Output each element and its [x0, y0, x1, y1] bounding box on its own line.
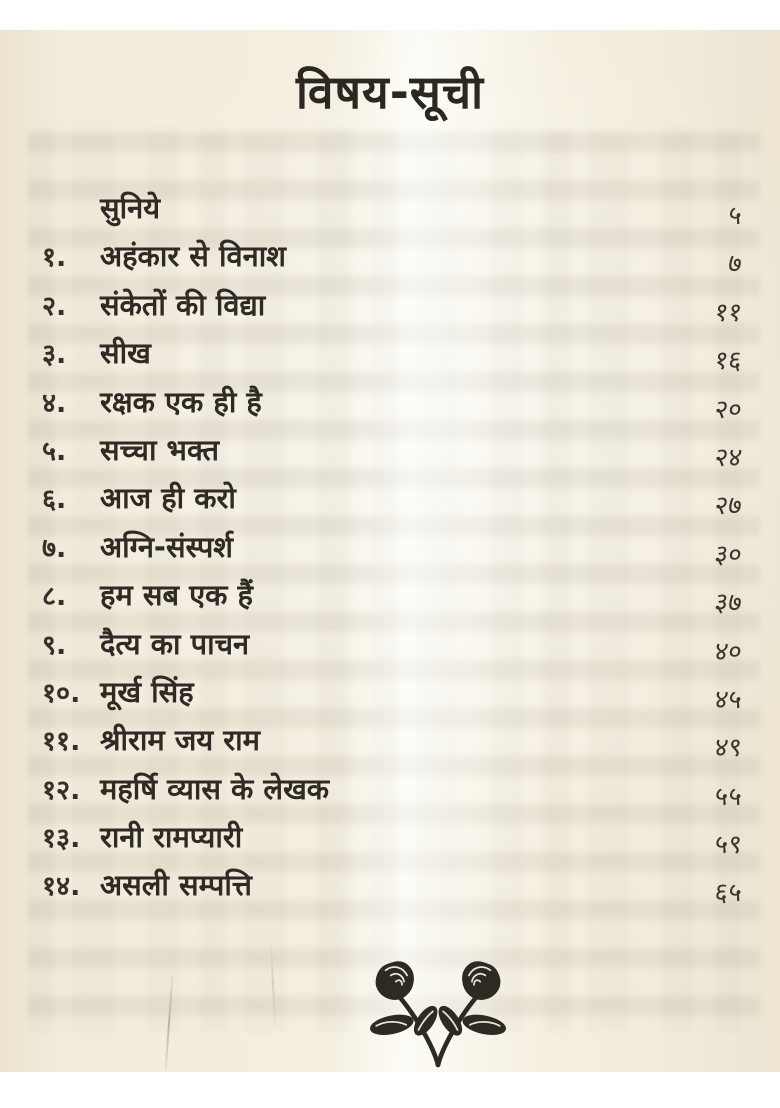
- toc-entry-page: २७: [712, 491, 744, 522]
- toc-entry-number: ४.: [42, 387, 67, 419]
- toc-entry: १. अहंकार से विनाश ७: [42, 236, 744, 284]
- toc-entry-number: ११.: [42, 726, 81, 758]
- toc-entry-title: रानी रामप्यारी: [100, 820, 243, 855]
- page-title: विषय-सूची: [295, 65, 485, 119]
- toc-entry-page: ५९: [712, 830, 744, 861]
- toc-entry: ५. सच्चा भक्त २४: [42, 430, 744, 478]
- twin-roses-ornament: [369, 961, 507, 1068]
- toc-entry-page: ३७: [712, 588, 744, 619]
- toc-entry-page: ४०: [712, 636, 744, 667]
- toc-entry-page: १६: [712, 346, 744, 377]
- toc-entry-number: ९.: [42, 629, 67, 661]
- toc-entry-title: मूर्ख सिंह: [100, 674, 194, 709]
- toc-entry-title: श्रीराम जय राम: [100, 723, 261, 758]
- toc-entry-number: २.: [42, 290, 67, 322]
- book-page: विषय-सूची सुनिये ५ १. अहंकार से विनाश ७ …: [0, 30, 780, 1072]
- toc-entry: १३. रानी रामप्यारी ५९: [42, 817, 744, 865]
- toc-entry: २. संकेतों की विद्या ११: [42, 285, 744, 333]
- toc-entry-page: ४५: [712, 684, 744, 715]
- toc-entry-title: सुनिये: [100, 191, 161, 225]
- toc-entry: १४. असली सम्पत्ति ६५: [42, 865, 744, 913]
- toc-entry-title: असली सम्पत्ति: [100, 868, 252, 903]
- toc-entry-page: ५: [726, 201, 744, 231]
- toc-entry-page: ३०: [712, 539, 744, 570]
- toc-entry-number: १३.: [42, 823, 81, 855]
- toc-entry-number: ७.: [42, 532, 67, 564]
- toc-entry-page: ११: [712, 297, 744, 328]
- toc-entry-page: २४: [712, 442, 744, 473]
- toc-entry-title: सच्चा भक्त: [100, 432, 220, 467]
- toc-entry-title: हम सब एक हैं: [100, 578, 253, 613]
- toc-entry-title: रक्षक एक ही है: [100, 384, 262, 419]
- toc-entry-title: सीख: [100, 336, 151, 371]
- toc-entry-number: १४.: [42, 871, 81, 903]
- toc-entry-title: अग्नि-संस्पर्श: [100, 529, 234, 564]
- toc-entry: १२. महर्षि व्यास के लेखक ५५: [42, 769, 744, 817]
- toc-entry-number: ८.: [42, 581, 67, 613]
- toc-entry-number: १०.: [42, 677, 81, 709]
- toc-entry-title: महर्षि व्यास के लेखक: [100, 771, 330, 806]
- toc-entry-title: अहंकार से विनाश: [100, 239, 286, 274]
- toc-entry: १०. मूर्ख सिंह ४५: [42, 672, 744, 720]
- toc-entry-title: दैत्य का पाचन: [100, 626, 250, 661]
- toc-entry-number: ६.: [42, 484, 67, 516]
- toc-entry-number: ३.: [42, 339, 67, 371]
- toc-entry-page: २०: [712, 394, 744, 425]
- toc-entry-title: संकेतों की विद्या: [100, 287, 266, 322]
- toc-entry: सुनिये ५: [42, 188, 744, 236]
- toc-entry: ११. श्रीराम जय राम ४९: [42, 720, 744, 768]
- toc-entry-page: ४९: [712, 733, 744, 764]
- toc-list: सुनिये ५ १. अहंकार से विनाश ७ २. संकेतों…: [42, 188, 744, 914]
- toc-entry-number: ५.: [42, 435, 67, 467]
- paper-crease: [269, 942, 277, 1026]
- toc-entry-number: १.: [42, 242, 67, 274]
- paper-crease: [164, 975, 174, 1071]
- toc-entry: ८. हम सब एक हैं ३७: [42, 575, 744, 623]
- toc-entry-number: १२.: [42, 774, 81, 806]
- toc-entry-page: ७: [726, 249, 744, 280]
- toc-entry: ३. सीख १६: [42, 333, 744, 381]
- toc-entry: ६. आज ही करो २७: [42, 478, 744, 526]
- toc-entry: ४. रक्षक एक ही है २०: [42, 382, 744, 430]
- toc-entry-page: ६५: [712, 878, 744, 909]
- toc-entry-page: ५५: [712, 781, 744, 812]
- toc-entry: ९. दैत्य का पाचन ४०: [42, 624, 744, 672]
- toc-entry: ७. अग्नि-संस्पर्श ३०: [42, 527, 744, 575]
- toc-entry-title: आज ही करो: [100, 481, 236, 516]
